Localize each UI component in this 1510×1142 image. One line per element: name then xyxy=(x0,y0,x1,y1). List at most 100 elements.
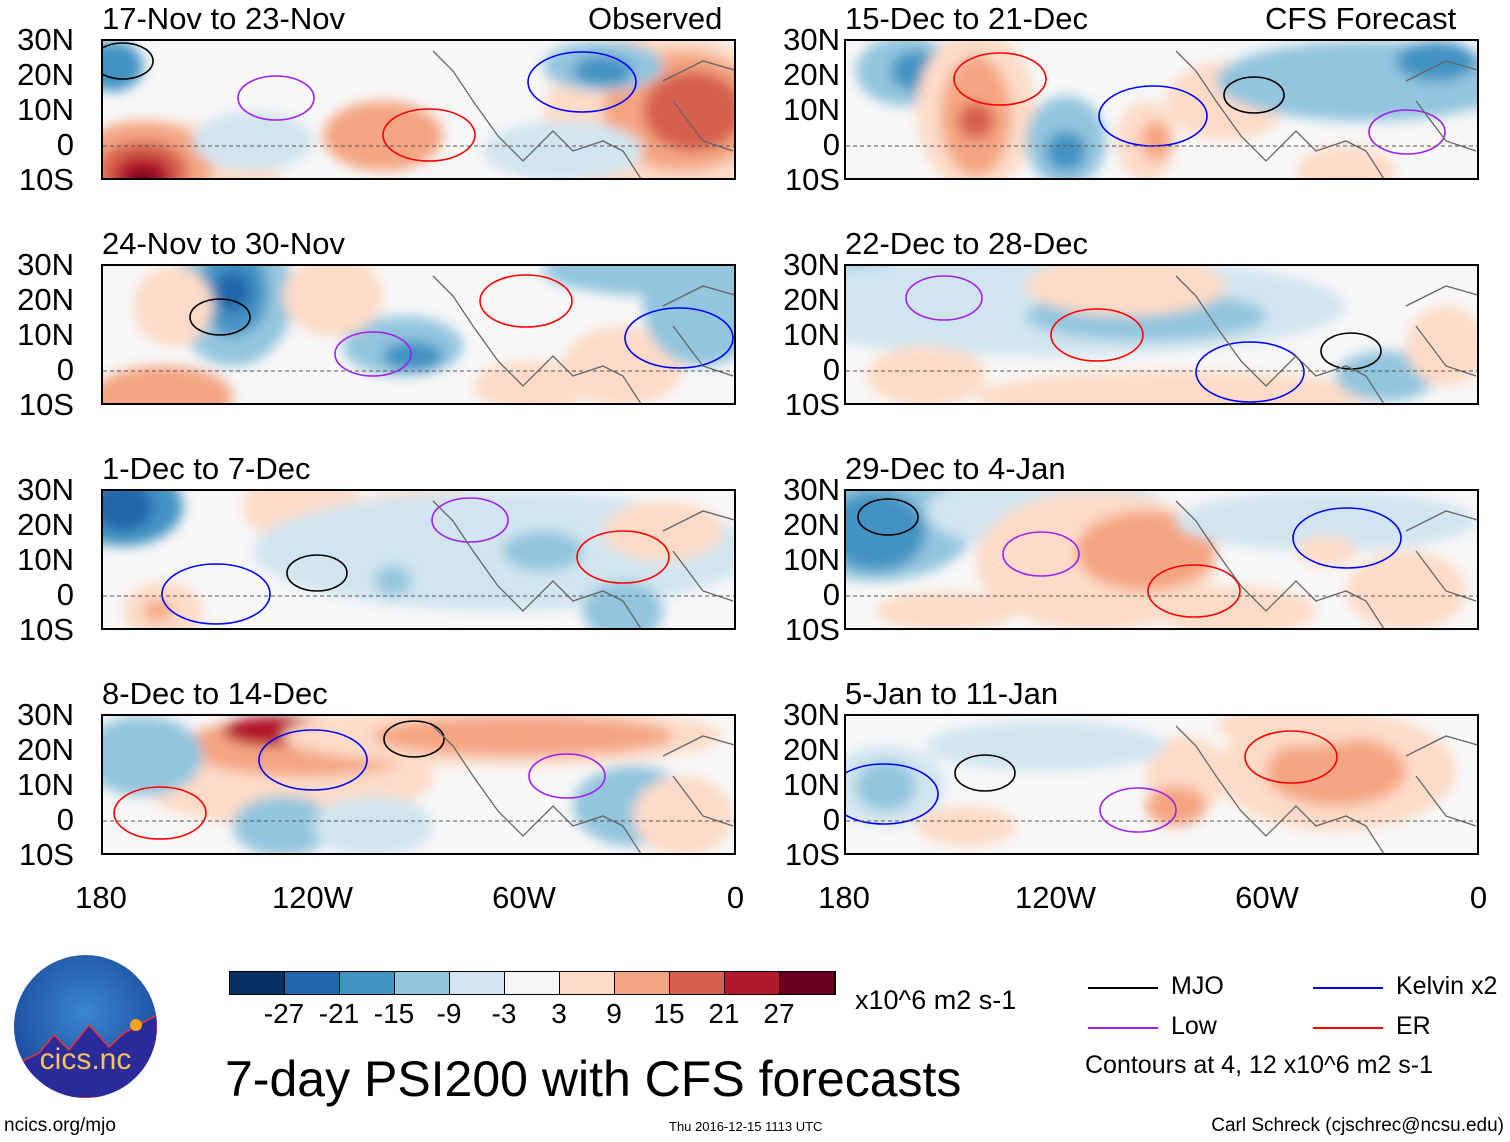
lat-label: 10N xyxy=(783,317,840,352)
anomaly-region xyxy=(976,371,1376,403)
lat-label: 10S xyxy=(784,612,840,647)
lat-label: 30N xyxy=(17,697,74,732)
lat-label: 30N xyxy=(17,247,74,282)
contour-line xyxy=(1099,787,1177,833)
map-panel xyxy=(844,714,1479,855)
lat-label: 20N xyxy=(783,57,840,92)
colorbar-swatch xyxy=(560,972,615,994)
lat-label: 30N xyxy=(17,472,74,507)
lat-label: 10S xyxy=(18,837,74,872)
url-link[interactable]: ncics.org/mjo xyxy=(4,1115,116,1136)
lat-label: 20N xyxy=(783,732,840,767)
colorbar-swatch xyxy=(450,972,505,994)
contour-line xyxy=(1002,531,1080,577)
legend-line xyxy=(1313,1027,1383,1029)
anomaly-region xyxy=(483,121,643,178)
anomaly-region xyxy=(856,761,916,811)
panel-title: 22-Dec to 28-Dec xyxy=(845,226,1088,261)
colorbar-swatch xyxy=(395,972,450,994)
contour-line xyxy=(431,497,509,543)
lat-label: 10S xyxy=(18,612,74,647)
anomaly-region xyxy=(866,346,986,403)
map-panel xyxy=(844,39,1479,180)
author: Carl Schreck (cjschrec@ncsu.edu) xyxy=(1211,1115,1504,1136)
anomaly-region xyxy=(193,111,313,171)
anomaly-region xyxy=(643,266,734,366)
lat-label: 30N xyxy=(17,22,74,57)
lon-label: 0 xyxy=(726,880,745,915)
anomaly-region xyxy=(1026,266,1226,316)
legend-line xyxy=(1313,987,1383,989)
anomaly-region xyxy=(103,41,143,91)
lat-label: 10S xyxy=(784,162,840,197)
anomaly-region xyxy=(583,581,663,628)
anomaly-region xyxy=(133,266,213,346)
anomaly-region xyxy=(129,171,157,178)
lat-label: 20N xyxy=(17,57,74,92)
anomaly-region xyxy=(103,716,203,796)
map-panel xyxy=(101,489,736,630)
contour-line xyxy=(161,563,271,625)
contour-line xyxy=(857,498,919,536)
anomaly-region xyxy=(1406,306,1477,386)
lat-label: 10S xyxy=(18,387,74,422)
lat-label: 0 xyxy=(56,127,74,162)
colorbar-label: -3 xyxy=(491,998,517,1029)
contour-line xyxy=(1244,730,1338,784)
colorbar-label: -9 xyxy=(436,998,462,1029)
anomaly-region xyxy=(1396,41,1476,81)
contour-line xyxy=(1050,308,1144,362)
contour-line xyxy=(905,275,983,321)
lat-label: 0 xyxy=(822,802,840,837)
lat-label: 10N xyxy=(783,542,840,577)
anomaly-region xyxy=(233,796,333,853)
contour-line xyxy=(624,307,734,369)
lat-label: 10N xyxy=(17,92,74,127)
contour-line xyxy=(334,331,412,377)
lat-label: 0 xyxy=(56,802,74,837)
contour-line xyxy=(258,729,368,791)
anomaly-region xyxy=(643,71,734,151)
anomaly-region xyxy=(846,491,926,571)
legend-label: Low xyxy=(1171,1012,1217,1040)
colorbar-swatch xyxy=(505,972,560,994)
map-panel xyxy=(844,489,1479,630)
panel-title: 1-Dec to 7-Dec xyxy=(102,451,311,486)
anomaly-region xyxy=(503,531,583,571)
lon-label: 60W xyxy=(492,880,556,915)
lat-label: 10S xyxy=(18,162,74,197)
anomaly-region xyxy=(1141,121,1171,161)
anomaly-region xyxy=(1346,551,1466,628)
lat-label: 0 xyxy=(56,352,74,387)
colorbar-label: -21 xyxy=(318,998,360,1029)
panel-title: 17-Nov to 23-Nov xyxy=(102,1,345,36)
lat-label: 20N xyxy=(17,282,74,317)
colorbar-swatch xyxy=(615,972,670,994)
lat-label: 10N xyxy=(17,542,74,577)
contour-line xyxy=(1098,85,1208,147)
logo: cics.nc xyxy=(14,955,157,1098)
anomaly-region xyxy=(103,491,153,531)
observed-label: Observed xyxy=(588,1,723,36)
lat-label: 30N xyxy=(783,22,840,57)
anomaly-region xyxy=(926,721,1166,771)
legend-line xyxy=(1088,1027,1158,1029)
lat-label: 10S xyxy=(784,837,840,872)
anomaly-region xyxy=(115,156,171,178)
legend-label: Kelvin x2 xyxy=(1396,972,1498,1000)
lat-label: 0 xyxy=(56,577,74,612)
colorbar-label: -15 xyxy=(373,998,415,1029)
lat-label: 0 xyxy=(822,127,840,162)
lon-label: 120W xyxy=(272,880,353,915)
map-panel xyxy=(101,264,736,405)
contour-line xyxy=(189,298,251,336)
contour-line xyxy=(1147,564,1241,618)
lat-label: 0 xyxy=(822,352,840,387)
anomaly-region xyxy=(473,361,593,403)
logo-text: cics.nc xyxy=(39,1043,132,1076)
anomaly-region xyxy=(1266,736,1406,806)
anomaly-region xyxy=(1296,146,1396,178)
contour-line xyxy=(527,51,637,113)
colorbar xyxy=(229,971,836,995)
